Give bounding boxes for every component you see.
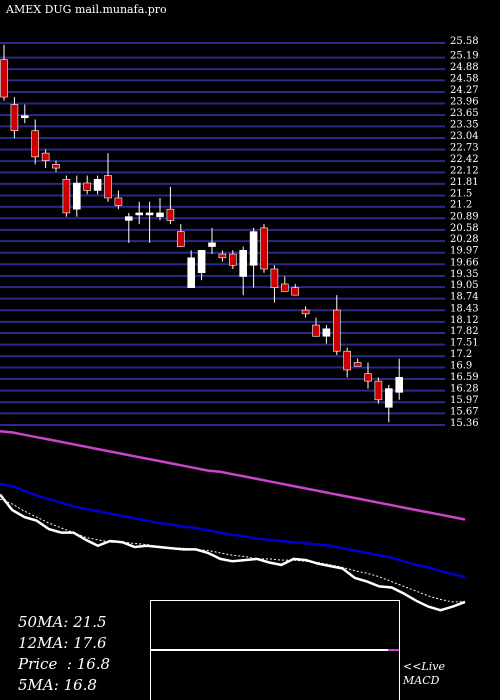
candle-body (384, 388, 393, 408)
candle-body (270, 268, 279, 288)
y-tick-label: 22.73 (450, 143, 479, 154)
candle-body (62, 178, 71, 214)
stat-12ma: 12MA: 17.6 (18, 634, 107, 652)
candle-body (229, 253, 237, 266)
candles (0, 44, 404, 423)
y-tick-label: 23.04 (450, 131, 479, 142)
candle-body (343, 350, 352, 371)
candle-body (260, 227, 268, 270)
y-axis-tick-labels: 25.58 25.1924.8824.5824.2723.9623.6523.35… (450, 36, 479, 429)
stats-panel: 50MA: 21.5 12MA: 17.6 Price : 16.8 5MA: … (18, 612, 110, 696)
y-tick-label: 20.58 (450, 223, 479, 234)
y-tick-label: 19.35 (450, 269, 479, 280)
candle-body (291, 287, 300, 296)
macd-label-text: MACD (403, 674, 440, 687)
y-tick-label: 23.96 (450, 97, 479, 108)
y-tick-label: 15.97 (450, 395, 479, 406)
chart-title: AMEX DUG mail.munafa.pro (6, 3, 167, 16)
candle-body (197, 250, 206, 274)
candle-body (52, 164, 60, 169)
macd-label-live: <<Live (403, 660, 445, 673)
candle-body (312, 324, 320, 337)
candle-body (114, 197, 123, 206)
candle-body (83, 182, 91, 191)
ma-long-line (0, 429, 466, 521)
candle-body (20, 115, 29, 119)
stat-5ma: 5MA: 16.8 (18, 676, 97, 694)
candle-body (104, 175, 112, 199)
candle-body (364, 373, 372, 382)
y-tick-label: 21.2 (450, 200, 472, 211)
candle-body (125, 216, 133, 221)
y-tick-label: 18.74 (450, 292, 479, 303)
candle-body (73, 182, 81, 210)
y-tick-label: 20.28 (450, 234, 479, 245)
candle-body (156, 212, 164, 217)
y-tick-label: 19.97 (450, 246, 479, 257)
y-tick-label: 23.35 (450, 119, 479, 130)
y-tick-label: 17.51 (450, 338, 479, 349)
y-tick-label: 22.12 (450, 165, 479, 176)
candle-body (374, 380, 383, 401)
y-tick-label: 19.05 (450, 280, 479, 291)
candle-body (395, 377, 404, 393)
y-tick-label: 24.88 (450, 62, 479, 73)
y-tick-label: 20.89 (450, 211, 479, 222)
candle-body (280, 283, 289, 292)
candle-body (41, 152, 50, 161)
y-tick-label: 25.58 (450, 36, 479, 47)
ma-short-line (0, 498, 465, 603)
y-tick-label: 15.36 (450, 418, 479, 429)
candle-body (93, 178, 102, 191)
y-tick-label: 24.58 (450, 73, 479, 84)
y-tick-label: 25.19 (450, 51, 479, 62)
candle-body (353, 362, 362, 367)
candle-body (322, 328, 331, 337)
candle-body (187, 257, 195, 288)
candle-body (332, 309, 341, 352)
grid-lines (0, 42, 445, 426)
candle-body (135, 212, 143, 216)
candle-body (145, 212, 154, 216)
y-tick-label: 18.12 (450, 315, 479, 326)
y-tick-label: 23.65 (450, 108, 479, 119)
candle-body (249, 231, 258, 266)
y-tick-label: 21.5 (450, 189, 472, 200)
y-tick-label: 18.43 (450, 303, 479, 314)
y-tick-label: 16.59 (450, 372, 479, 383)
candle-body (218, 253, 227, 259)
y-tick-label: 15.67 (450, 406, 479, 417)
y-tick-label: 22.42 (450, 154, 479, 165)
candle-body (0, 59, 8, 98)
stat-50ma: 50MA: 21.5 (18, 613, 107, 631)
macd-panel (150, 600, 400, 700)
candle-body (31, 130, 40, 158)
y-tick-label: 19.66 (450, 257, 479, 268)
candle-body (208, 242, 216, 247)
y-tick-label: 17.82 (450, 326, 479, 337)
moving-average-lines (0, 429, 466, 612)
candle-body (177, 231, 185, 247)
y-tick-label: 17.2 (450, 349, 472, 360)
ma-mid-line (0, 482, 466, 579)
candle-body (301, 309, 310, 315)
y-tick-label: 16.9 (450, 360, 472, 371)
candle-body (10, 104, 19, 131)
price-line (0, 493, 466, 612)
y-tick-label: 16.28 (450, 384, 479, 395)
candle-body (166, 208, 175, 221)
y-tick-label: 21.81 (450, 177, 479, 188)
macd-label: <<Live MACD (403, 660, 445, 688)
candle-body (239, 250, 247, 277)
stat-price: Price : 16.8 (18, 655, 111, 673)
y-tick-label: 24.27 (450, 85, 479, 96)
